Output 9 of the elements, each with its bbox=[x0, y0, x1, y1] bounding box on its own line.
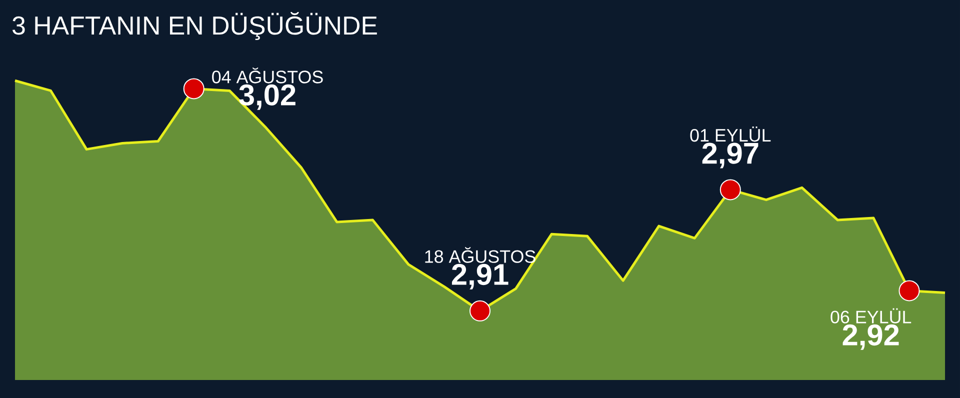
annotation: 18 AĞUSTOS bbox=[425, 247, 536, 263]
data-label: 2,91 bbox=[452, 264, 508, 290]
data-label: 3,02 bbox=[239, 84, 296, 110]
data-label: 2,97 bbox=[702, 142, 758, 168]
chart-title: 3 HAFTANIN EN DÜŞÜĞÜNDE bbox=[12, 12, 377, 40]
data-label: 2,92 bbox=[842, 324, 899, 350]
annotation: 01 EYLÜL bbox=[690, 126, 771, 142]
annotation: 06 EYLÜL bbox=[830, 308, 912, 324]
annotation: 04 AĞUSTOS bbox=[212, 68, 323, 84]
